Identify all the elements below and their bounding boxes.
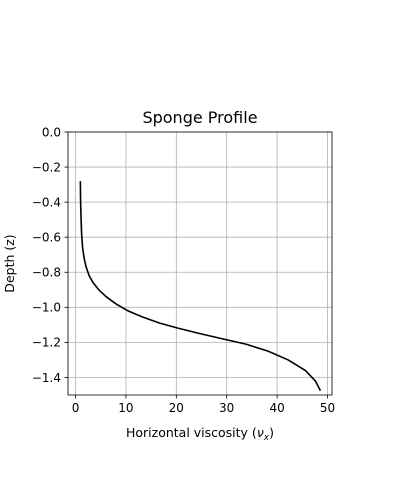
x-axis-label-text: Horizontal viscosity (: [126, 425, 257, 440]
x-axis-label-suffix: ): [269, 425, 274, 440]
x-axis-label-subscript: x: [263, 433, 270, 443]
y-tick-label: −1.4: [32, 371, 61, 385]
y-axis-label: Depth (z): [2, 234, 17, 292]
x-axis-label: Horizontal viscosity (νx): [126, 425, 274, 443]
grid: [68, 131, 332, 395]
y-tick-label: −0.4: [32, 195, 61, 209]
x-tick-label: 50: [320, 401, 335, 415]
y-tick-label: −1.2: [32, 336, 61, 350]
x-tick-label: 0: [72, 401, 80, 415]
chart-title: Sponge Profile: [142, 108, 257, 127]
x-axis-label-symbol: ν: [257, 425, 264, 440]
x-tick-label: 40: [269, 401, 284, 415]
x-tick-label: 30: [219, 401, 234, 415]
y-tick-label: −0.6: [32, 231, 61, 245]
x-tick-label: 10: [118, 401, 133, 415]
series-layer: [79, 181, 322, 391]
y-tick-label: −0.8: [32, 266, 61, 280]
y-tick-label: 0.0: [42, 125, 61, 139]
ticks: 0 10 20 30 40 50 0.0 −0.2 −0.4 −0.6 −0.8 −1.0 −1.2 −1…: [32, 125, 335, 415]
y-tick-label: −1.0: [32, 301, 61, 315]
x-tick-label: 20: [169, 401, 184, 415]
y-tick-label: −0.2: [32, 160, 61, 174]
series-line: [79, 181, 322, 391]
plot-frame: [67, 131, 333, 396]
